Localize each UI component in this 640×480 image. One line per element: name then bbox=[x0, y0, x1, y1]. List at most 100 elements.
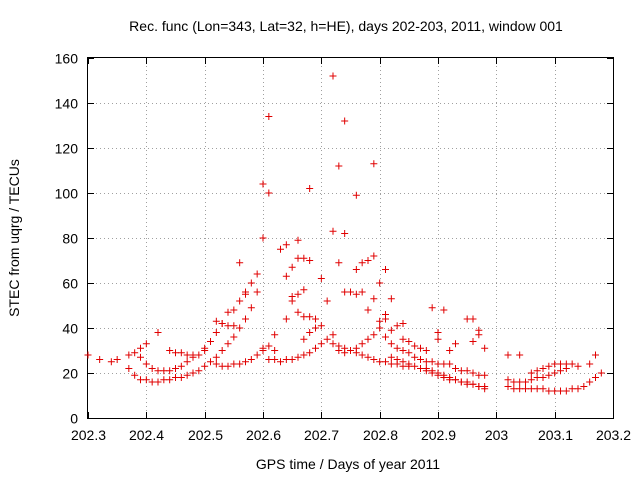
data-point bbox=[306, 349, 314, 357]
data-point bbox=[142, 376, 150, 384]
data-point bbox=[189, 369, 197, 377]
data-point bbox=[154, 329, 162, 336]
data-point bbox=[527, 376, 535, 384]
data-point bbox=[393, 322, 401, 330]
data-point bbox=[510, 385, 518, 393]
data-point bbox=[358, 259, 366, 267]
data-point bbox=[352, 344, 360, 352]
data-point bbox=[411, 353, 419, 361]
data-point bbox=[294, 290, 302, 298]
data-point bbox=[452, 340, 459, 348]
data-point bbox=[288, 263, 296, 271]
data-point bbox=[364, 306, 372, 314]
data-point bbox=[131, 349, 139, 357]
y-tick-label: 140 bbox=[55, 96, 79, 112]
data-point bbox=[312, 324, 319, 332]
data-point bbox=[113, 356, 121, 363]
data-point bbox=[247, 304, 255, 312]
data-point bbox=[177, 374, 185, 381]
data-point bbox=[230, 333, 238, 341]
data-point bbox=[288, 356, 296, 363]
x-tick-label: 202.7 bbox=[304, 427, 339, 443]
data-point bbox=[510, 378, 518, 386]
data-point bbox=[481, 371, 489, 379]
data-point bbox=[463, 367, 471, 375]
data-point bbox=[376, 324, 384, 332]
data-point bbox=[574, 362, 582, 370]
x-tick-label: 202.4 bbox=[129, 427, 164, 443]
data-point bbox=[282, 315, 290, 323]
data-point bbox=[352, 290, 360, 298]
data-point bbox=[288, 293, 296, 300]
data-point bbox=[131, 371, 139, 379]
data-point bbox=[312, 315, 319, 323]
data-point bbox=[142, 360, 150, 368]
data-point bbox=[300, 286, 308, 294]
data-point bbox=[504, 351, 512, 359]
data-point bbox=[393, 344, 401, 352]
data-point bbox=[539, 385, 547, 393]
data-point bbox=[592, 374, 599, 381]
data-point bbox=[382, 266, 389, 273]
data-point bbox=[440, 306, 448, 314]
data-point bbox=[446, 347, 454, 354]
data-point bbox=[335, 259, 343, 267]
chart-title: Rec. func (Lon=343, Lat=32, h=HE), days … bbox=[129, 18, 563, 34]
data-point bbox=[527, 385, 535, 393]
data-point bbox=[137, 344, 144, 352]
data-point bbox=[137, 353, 144, 361]
data-point bbox=[271, 331, 279, 339]
data-point bbox=[212, 329, 220, 336]
data-point bbox=[224, 308, 232, 316]
data-point bbox=[224, 362, 232, 370]
data-point bbox=[358, 351, 366, 359]
data-point bbox=[469, 369, 477, 377]
data-point bbox=[539, 374, 547, 381]
data-point bbox=[370, 252, 378, 260]
data-point bbox=[317, 275, 325, 282]
data-point bbox=[364, 257, 372, 264]
data-point bbox=[142, 340, 150, 348]
data-point bbox=[300, 335, 308, 343]
data-point bbox=[545, 362, 553, 370]
data-point bbox=[393, 356, 401, 363]
y-tick-label: 120 bbox=[55, 141, 79, 157]
data-point bbox=[452, 376, 459, 384]
x-tick-label: 202.5 bbox=[188, 427, 223, 443]
x-tick-label: 203.1 bbox=[538, 427, 573, 443]
data-point bbox=[551, 369, 559, 377]
data-point bbox=[533, 367, 541, 375]
data-point bbox=[358, 288, 366, 296]
data-point bbox=[329, 227, 337, 235]
data-point bbox=[172, 365, 179, 372]
axis-ticks: 0 20 40 60 80 100 120 140 160 202.3 202.4 202.5 202.… bbox=[55, 51, 632, 444]
data-point bbox=[189, 351, 197, 359]
data-point bbox=[107, 358, 115, 366]
data-point bbox=[201, 344, 209, 352]
data-point bbox=[399, 320, 407, 327]
y-tick-label: 60 bbox=[62, 276, 78, 292]
data-point bbox=[522, 378, 529, 386]
data-point bbox=[335, 347, 343, 354]
data-point bbox=[347, 347, 354, 354]
data-point bbox=[405, 349, 413, 357]
data-point bbox=[481, 383, 489, 390]
data-point bbox=[370, 331, 378, 339]
data-point bbox=[417, 356, 424, 363]
data-point bbox=[183, 358, 191, 366]
data-point bbox=[352, 266, 360, 273]
data-point bbox=[504, 383, 512, 390]
data-point bbox=[317, 340, 325, 348]
data-point bbox=[376, 279, 384, 287]
data-point bbox=[242, 290, 249, 298]
data-point bbox=[125, 351, 133, 359]
data-point bbox=[370, 295, 378, 303]
data-point bbox=[247, 279, 255, 287]
data-point bbox=[434, 369, 442, 377]
data-point bbox=[597, 369, 605, 377]
data-point bbox=[481, 344, 489, 352]
x-tick-label: 202.3 bbox=[71, 427, 106, 443]
data-point bbox=[399, 335, 407, 343]
data-point bbox=[277, 245, 284, 253]
data-point bbox=[434, 329, 442, 336]
